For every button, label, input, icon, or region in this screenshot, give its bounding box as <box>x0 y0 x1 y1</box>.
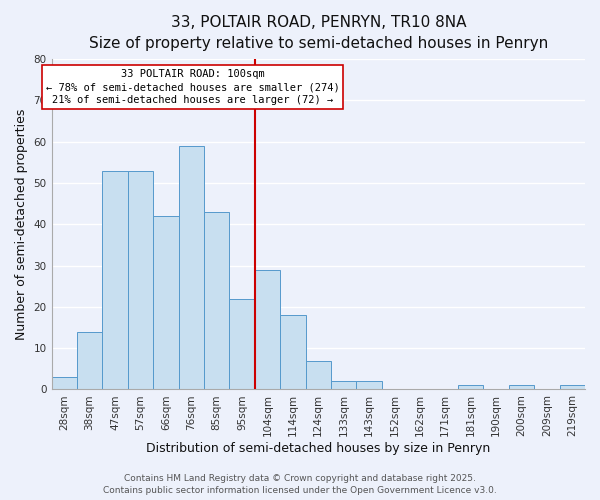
Bar <box>560 386 585 390</box>
Bar <box>153 216 179 390</box>
Bar <box>331 381 356 390</box>
Bar <box>255 270 280 390</box>
Bar <box>305 360 331 390</box>
Y-axis label: Number of semi-detached properties: Number of semi-detached properties <box>15 108 28 340</box>
Title: 33, POLTAIR ROAD, PENRYN, TR10 8NA
Size of property relative to semi-detached ho: 33, POLTAIR ROAD, PENRYN, TR10 8NA Size … <box>89 15 548 51</box>
Text: Contains HM Land Registry data © Crown copyright and database right 2025.
Contai: Contains HM Land Registry data © Crown c… <box>103 474 497 495</box>
Bar <box>52 377 77 390</box>
Bar <box>179 146 204 390</box>
Bar <box>128 170 153 390</box>
Bar <box>229 298 255 390</box>
Bar <box>280 315 305 390</box>
Bar <box>103 170 128 390</box>
Bar <box>204 212 229 390</box>
Bar <box>77 332 103 390</box>
Bar <box>458 386 484 390</box>
Bar <box>356 381 382 390</box>
Bar <box>509 386 534 390</box>
X-axis label: Distribution of semi-detached houses by size in Penryn: Distribution of semi-detached houses by … <box>146 442 490 455</box>
Text: 33 POLTAIR ROAD: 100sqm
← 78% of semi-detached houses are smaller (274)
21% of s: 33 POLTAIR ROAD: 100sqm ← 78% of semi-de… <box>46 69 340 106</box>
